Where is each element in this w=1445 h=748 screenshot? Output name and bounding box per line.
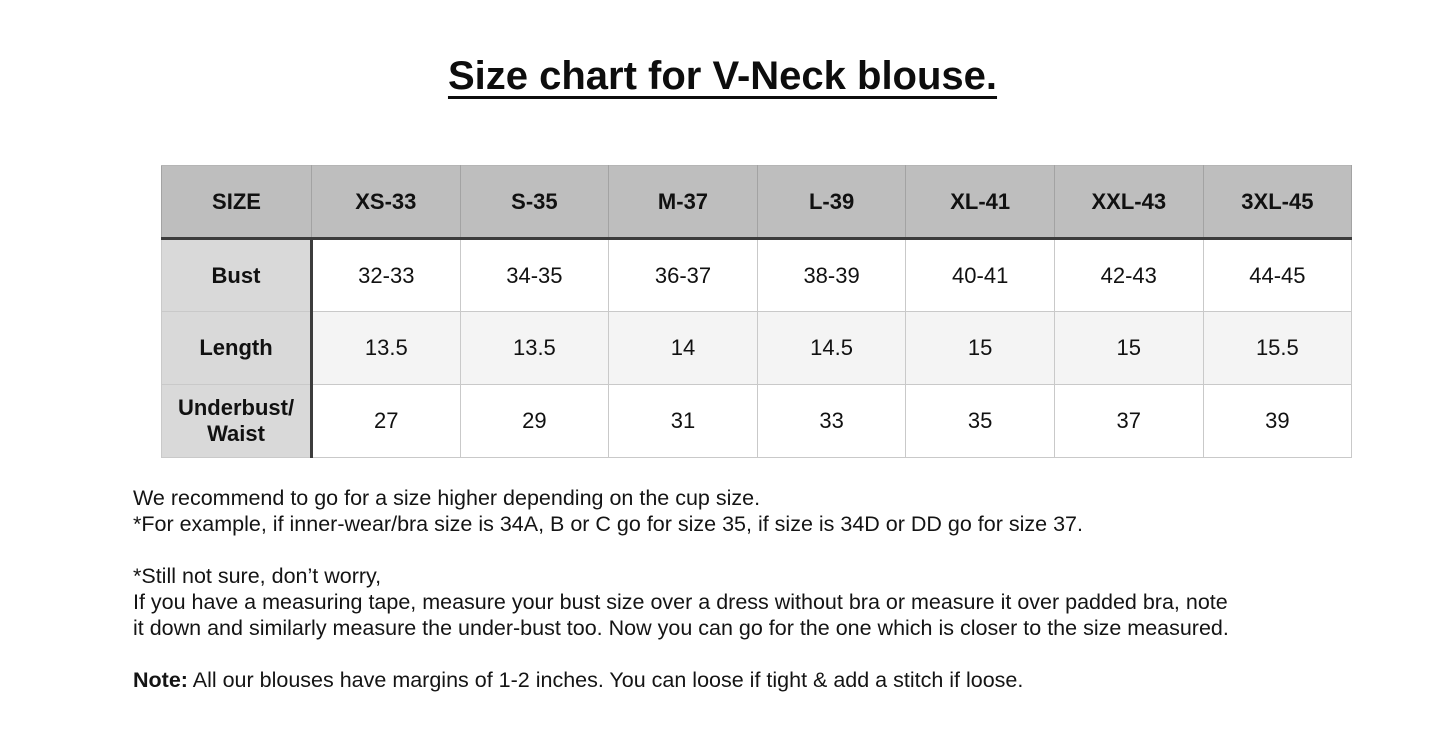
- cell-length-m: 14: [608, 311, 758, 385]
- cell-underbust-m: 31: [608, 384, 758, 458]
- note-line-measure-2: it down and similarly measure the under-…: [133, 616, 1229, 640]
- cell-length-xl: 15: [905, 311, 1055, 385]
- cell-length-3xl: 15.5: [1202, 311, 1353, 385]
- cell-bust-3xl: 44-45: [1202, 238, 1353, 312]
- note-paragraph-recommendation: We recommend to go for a size higher dep…: [133, 485, 1348, 537]
- cell-underbust-l: 33: [756, 384, 907, 458]
- row-label-length: Length: [161, 311, 313, 385]
- note-label: Note:: [133, 668, 188, 692]
- size-chart-table: SIZE XS-33 S-35 M-37 L-39 XL-41 XXL-43 3…: [161, 165, 1353, 458]
- header-cell-m: M-37: [608, 165, 758, 240]
- cell-underbust-xs: 27: [311, 384, 461, 458]
- cell-underbust-xl: 35: [905, 384, 1055, 458]
- header-cell-3xl: 3XL-45: [1202, 165, 1353, 240]
- note-line-measure-1: If you have a measuring tape, measure yo…: [133, 590, 1228, 614]
- header-cell-xxl: XXL-43: [1053, 165, 1204, 240]
- notes-section: We recommend to go for a size higher dep…: [133, 485, 1348, 693]
- note-text: All our blouses have margins of 1-2 inch…: [187, 668, 1024, 692]
- note-paragraph-margins: Note: All our blouses have margins of 1-…: [133, 667, 1348, 693]
- row-label-underbust-waist: Underbust/ Waist: [161, 384, 313, 458]
- page-title: Size chart for V-Neck blouse.: [447, 54, 998, 98]
- cell-underbust-xxl: 37: [1053, 384, 1204, 458]
- row-label-bust: Bust: [161, 238, 313, 312]
- cell-length-l: 14.5: [756, 311, 907, 385]
- table-row-bust: Bust 32-33 34-35 36-37 38-39 40-41 42-43…: [161, 238, 1353, 312]
- cell-bust-xs: 32-33: [311, 238, 461, 312]
- note-line-example: *For example, if inner-wear/bra size is …: [133, 512, 1083, 536]
- note-paragraph-measuring: *Still not sure, don’t worry, If you hav…: [133, 563, 1348, 641]
- cell-underbust-s: 29: [459, 384, 610, 458]
- table-row-length: Length 13.5 13.5 14 14.5 15 15 15.5: [161, 311, 1353, 385]
- note-line-still-not-sure: *Still not sure, don’t worry,: [133, 564, 382, 588]
- cell-bust-s: 34-35: [459, 238, 610, 312]
- header-cell-s: S-35: [459, 165, 610, 240]
- header-cell-l: L-39: [756, 165, 907, 240]
- cell-length-xxl: 15: [1053, 311, 1204, 385]
- header-cell-xs: XS-33: [311, 165, 461, 240]
- cell-bust-m: 36-37: [608, 238, 758, 312]
- note-line-recommend: We recommend to go for a size higher dep…: [133, 486, 761, 510]
- table-row-underbust-waist: Underbust/ Waist 27 29 31 33 35 37 39: [161, 384, 1353, 458]
- header-cell-xl: XL-41: [905, 165, 1055, 240]
- table-header-row: SIZE XS-33 S-35 M-37 L-39 XL-41 XXL-43 3…: [161, 165, 1353, 240]
- cell-bust-l: 38-39: [756, 238, 907, 312]
- cell-underbust-3xl: 39: [1202, 384, 1353, 458]
- header-cell-size: SIZE: [161, 165, 312, 240]
- cell-length-s: 13.5: [459, 311, 610, 385]
- cell-bust-xl: 40-41: [905, 238, 1055, 312]
- cell-bust-xxl: 42-43: [1053, 238, 1204, 312]
- cell-length-xs: 13.5: [311, 311, 461, 385]
